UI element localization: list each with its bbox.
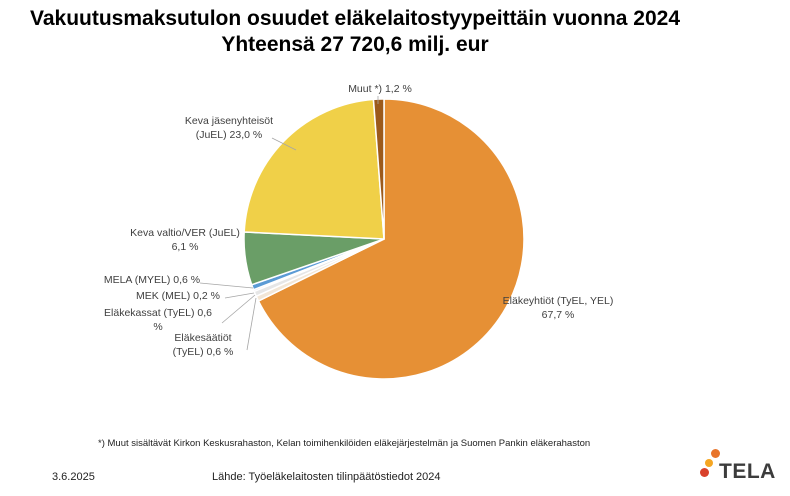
tela-logo: TELA (699, 446, 779, 486)
slice-label-keva-jäsenyhteisöt-juel: Keva jäsenyhteisöt (JuEL) 23,0 % (185, 115, 273, 141)
leader-line-eläkesäätiöt-tyel (247, 298, 256, 350)
slice-label-keva-valtio-ver-juel: Keva valtio/VER (JuEL) 6,1 % (130, 227, 240, 253)
logo-dot-bottom (700, 468, 709, 477)
pie-slices (244, 99, 524, 379)
leader-line-eläkekassat-tyel (222, 295, 255, 323)
slice-label-eläkeyhtiöt-tyel-yel: Eläkeyhtiöt (TyEL, YEL) 67,7 % (503, 295, 614, 321)
logo-dot-middle (705, 459, 713, 467)
logo-dot-top (711, 449, 720, 458)
publication-date: 3.6.2025 (52, 471, 95, 483)
slice-label-eläkesäätiöt-tyel: Eläkesäätiöt (TyEL) 0,6 % (173, 332, 234, 358)
slice-label-mek-mel: MEK (MEL) 0,2 % (136, 290, 220, 302)
logo-text: TELA (719, 460, 776, 484)
slice-label-eläkekassat-tyel: Eläkekassat (TyEL) 0,6% (104, 307, 212, 333)
leader-line-mela-myel (200, 283, 253, 288)
slice-label-muut: Muut *) 1,2 % (348, 83, 412, 95)
source-note: Lähde: Työeläkelaitosten tilinpäätöstied… (212, 471, 441, 483)
pie-chart: Eläkeyhtiöt (TyEL, YEL) 67,7 % Eläkesäätiö… (0, 0, 790, 440)
slice-label-mela-myel: MELA (MYEL) 0,6 % (104, 274, 200, 286)
leader-line-mek-mel (225, 293, 254, 298)
footnote: *) Muut sisältävät Kirkon Keskusrahaston… (98, 438, 590, 449)
